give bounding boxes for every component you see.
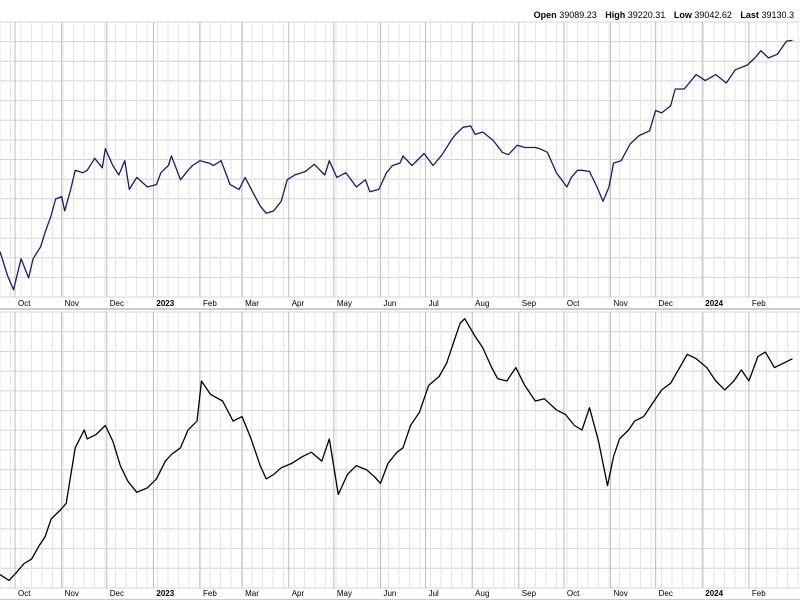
x-tick-label: Dec xyxy=(659,589,673,598)
x-tick-label: Feb xyxy=(752,299,766,308)
x-tick-label: Oct xyxy=(567,589,580,598)
x-tick-label: Nov xyxy=(614,299,628,308)
lower-panel: Oct Nov Dec 2023 Feb Mar Apr May Jun Jul Aug Sep Oct… xyxy=(0,311,800,600)
x-tick-label: Aug xyxy=(475,299,489,308)
upper-panel: Oct Nov Dec 2023 Feb Mar Apr May Jun Jul Aug Sep Oct… xyxy=(0,21,800,310)
high-label: High xyxy=(605,10,626,20)
x-tick-label: Apr xyxy=(292,589,305,598)
x-tick-label: Jun xyxy=(383,299,396,308)
open-value: 39089.23 xyxy=(559,10,597,20)
x-tick-label: 2023 xyxy=(156,299,174,308)
x-tick-label: May xyxy=(337,589,352,598)
x-tick-label: Aug xyxy=(475,589,489,598)
x-tick-label: Feb xyxy=(203,299,217,308)
x-tick-label: 2023 xyxy=(156,589,174,598)
x-tick-label: Apr xyxy=(292,299,305,308)
x-tick-label: Oct xyxy=(567,299,580,308)
open-label: Open xyxy=(533,10,557,20)
high-value: 39220.31 xyxy=(627,10,666,20)
x-tick-label: Oct xyxy=(18,589,31,598)
x-tick-label: Mar xyxy=(245,299,259,308)
price-series-line xyxy=(0,39,793,291)
x-tick-label: Mar xyxy=(245,589,259,598)
x-tick-label: 2024 xyxy=(705,589,723,598)
x-tick-label: Sep xyxy=(522,589,537,598)
x-tick-label: 2024 xyxy=(705,299,723,308)
last-value: 39130.3 xyxy=(761,10,794,20)
x-tick-label: Nov xyxy=(614,589,628,598)
x-tick-label: Nov xyxy=(65,299,79,308)
x-tick-label: Dec xyxy=(110,299,124,308)
low-value: 39042.62 xyxy=(694,10,732,20)
quote-bar: Open 39089.23 High 39220.31 Low 39042.62… xyxy=(534,10,800,20)
x-tick-label: Jun xyxy=(383,589,396,598)
x-tick-label: Feb xyxy=(752,589,766,598)
low-label: Low xyxy=(673,10,692,20)
indicator-series-line xyxy=(0,318,793,582)
x-tick-label: Nov xyxy=(65,589,79,598)
x-tick-label: Dec xyxy=(110,589,124,598)
x-tick-label: Oct xyxy=(18,299,31,308)
x-tick-label: Sep xyxy=(522,299,537,308)
x-tick-label: Jul xyxy=(429,299,439,308)
x-tick-label: Jul xyxy=(429,589,439,598)
x-tick-label: Feb xyxy=(203,589,217,598)
x-tick-label: Dec xyxy=(659,299,673,308)
x-tick-label: May xyxy=(337,299,352,308)
last-label: Last xyxy=(740,10,759,20)
